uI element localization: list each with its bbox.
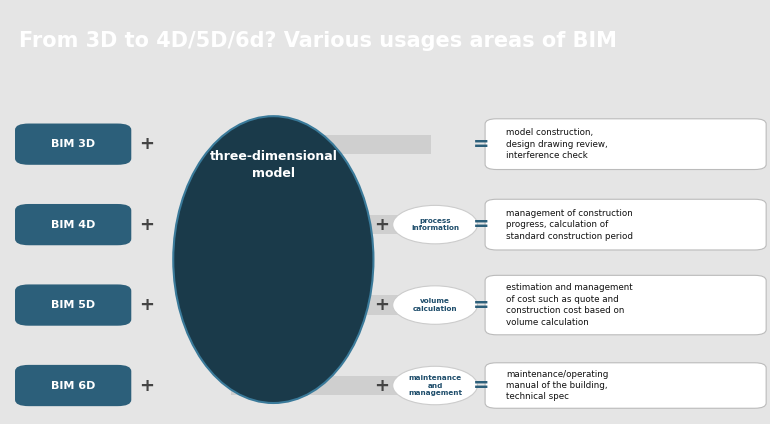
FancyBboxPatch shape: [15, 123, 131, 165]
Text: From 3D to 4D/5D/6d? Various usages areas of BIM: From 3D to 4D/5D/6d? Various usages area…: [19, 31, 617, 51]
FancyBboxPatch shape: [231, 134, 431, 154]
Text: =: =: [473, 215, 490, 234]
Text: +: +: [139, 216, 154, 234]
Ellipse shape: [393, 205, 477, 244]
FancyBboxPatch shape: [15, 204, 131, 245]
FancyBboxPatch shape: [485, 275, 766, 335]
Text: maintenance/operating
manual of the building,
technical spec: maintenance/operating manual of the buil…: [506, 370, 608, 402]
Ellipse shape: [173, 116, 373, 403]
FancyBboxPatch shape: [231, 215, 431, 234]
Text: BIM 6D: BIM 6D: [51, 380, 95, 391]
Text: +: +: [373, 216, 389, 234]
Text: model construction,
design drawing review,
interference check: model construction, design drawing revie…: [506, 128, 608, 160]
FancyBboxPatch shape: [485, 363, 766, 408]
Text: BIM 4D: BIM 4D: [51, 220, 95, 230]
Text: management of construction
progress, calculation of
standard construction period: management of construction progress, cal…: [506, 209, 633, 240]
Text: +: +: [139, 377, 154, 394]
Ellipse shape: [393, 366, 477, 405]
Text: +: +: [139, 296, 154, 314]
Text: +: +: [373, 377, 389, 394]
Text: process
information: process information: [411, 218, 459, 232]
FancyBboxPatch shape: [15, 285, 131, 326]
Text: =: =: [473, 135, 490, 153]
FancyBboxPatch shape: [485, 119, 766, 170]
Text: maintenance
and
management: maintenance and management: [408, 375, 462, 396]
Text: three-dimensional
model: three-dimensional model: [209, 150, 337, 180]
FancyBboxPatch shape: [231, 376, 431, 395]
Text: volume
calculation: volume calculation: [413, 298, 457, 312]
Text: BIM 3D: BIM 3D: [51, 139, 95, 149]
Text: BIM 5D: BIM 5D: [51, 300, 95, 310]
Text: =: =: [473, 376, 490, 395]
FancyBboxPatch shape: [231, 296, 431, 315]
FancyBboxPatch shape: [485, 199, 766, 250]
Text: estimation and management
of cost such as quote and
construction cost based on
v: estimation and management of cost such a…: [506, 283, 632, 327]
Ellipse shape: [393, 286, 477, 324]
Text: +: +: [139, 135, 154, 153]
Text: +: +: [373, 296, 389, 314]
Text: =: =: [473, 296, 490, 315]
FancyBboxPatch shape: [15, 365, 131, 406]
